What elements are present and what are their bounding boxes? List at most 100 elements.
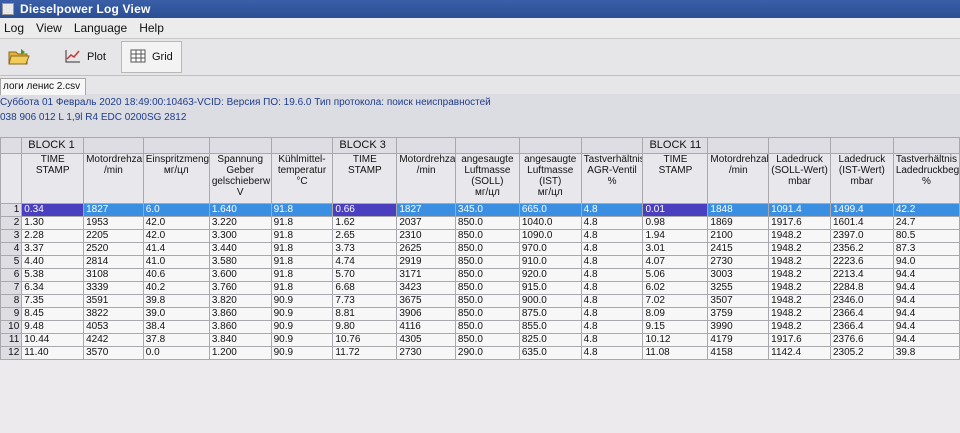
table-cell[interactable]: 4.8 (580, 281, 644, 295)
table-cell[interactable]: 7.35 (21, 294, 85, 308)
table-cell[interactable]: 1827 (83, 203, 144, 217)
tab-file[interactable]: логи ленис 2.csv (0, 78, 86, 95)
table-cell[interactable]: 94.4 (892, 294, 960, 308)
table-cell[interactable]: 6.02 (642, 281, 709, 295)
table-cell[interactable]: 38.4 (142, 320, 210, 334)
table-cell[interactable]: 1948.2 (768, 255, 831, 269)
table-cell[interactable]: 10.76 (332, 333, 398, 347)
table-row[interactable]: 4 3.37 2520 41.4 3.440 91.8 3.73 2625 850.0 970.0… (0, 242, 960, 256)
table-cell[interactable]: 850.0 (454, 294, 520, 308)
table-cell[interactable]: 2213.4 (829, 268, 894, 282)
table-cell[interactable]: 1917.6 (768, 333, 831, 347)
table-cell[interactable]: 90.9 (270, 307, 334, 321)
table-cell[interactable]: 94.4 (892, 333, 960, 347)
table-cell[interactable]: 4158 (707, 346, 770, 360)
table-cell[interactable]: 850.0 (454, 333, 520, 347)
table-cell[interactable]: 24.7 (892, 216, 960, 230)
table-cell[interactable]: 855.0 (518, 320, 582, 334)
table-cell[interactable]: 5.06 (642, 268, 709, 282)
table-cell[interactable]: 91.8 (270, 229, 334, 243)
table-cell[interactable]: 5.70 (332, 268, 398, 282)
table-cell[interactable]: 900.0 (518, 294, 582, 308)
table-cell[interactable]: 1.200 (208, 346, 272, 360)
table-cell[interactable]: 4.8 (580, 346, 644, 360)
table-cell[interactable]: 2037 (396, 216, 456, 230)
table-row[interactable]: 7 6.34 3339 40.2 3.760 91.8 6.68 3423 850.0 915.0… (0, 281, 960, 295)
table-cell[interactable]: 2205 (83, 229, 144, 243)
table-cell[interactable]: 4116 (396, 320, 456, 334)
table-cell[interactable]: 3255 (707, 281, 770, 295)
table-cell[interactable]: 4.74 (332, 255, 398, 269)
table-cell[interactable]: 1848 (707, 203, 770, 217)
table-cell[interactable]: 91.8 (270, 255, 334, 269)
table-row[interactable]: 8 7.35 3591 39.8 3.820 90.9 7.73 3675 850.0 900.0… (0, 294, 960, 308)
menu-help[interactable]: Help (139, 21, 164, 35)
table-cell[interactable]: 94.0 (892, 255, 960, 269)
table-cell[interactable]: 10.44 (21, 333, 85, 347)
table-cell[interactable]: 3759 (707, 307, 770, 321)
table-row[interactable]: 12 11.40 3570 0.0 1.200 90.9 11.72 2730 290.0 635… (0, 346, 960, 360)
table-cell[interactable]: 4.8 (580, 203, 644, 217)
column-header[interactable]: TIME STAMP (21, 153, 85, 204)
table-cell[interactable]: 94.4 (892, 320, 960, 334)
table-cell[interactable]: 9.15 (642, 320, 709, 334)
column-header[interactable]: Tastverhältnis Ladedruckbeg% (892, 153, 960, 204)
table-cell[interactable]: 1.30 (21, 216, 85, 230)
table-cell[interactable]: 1869 (707, 216, 770, 230)
table-cell[interactable]: 9.48 (21, 320, 85, 334)
table-cell[interactable]: 2625 (396, 242, 456, 256)
data-grid[interactable]: BLOCK 1 BLOCK 3 BLOCK 11 TIME STAMP Motordre… (0, 137, 960, 433)
table-cell[interactable]: 37.8 (142, 333, 210, 347)
table-row[interactable]: 3 2.28 2205 42.0 3.300 91.8 2.65 2310 850.0 1090.… (0, 229, 960, 243)
table-cell[interactable]: 80.5 (892, 229, 960, 243)
table-cell[interactable]: 94.4 (892, 281, 960, 295)
table-cell[interactable]: 2356.2 (829, 242, 894, 256)
table-cell[interactable]: 1090.0 (518, 229, 582, 243)
table-cell[interactable]: 2284.8 (829, 281, 894, 295)
table-cell[interactable]: 2.28 (21, 229, 85, 243)
table-cell[interactable]: 1948.2 (768, 307, 831, 321)
table-cell[interactable]: 850.0 (454, 242, 520, 256)
table-cell[interactable]: 3339 (83, 281, 144, 295)
table-cell[interactable]: 850.0 (454, 307, 520, 321)
table-cell[interactable]: 2366.4 (829, 320, 894, 334)
table-cell[interactable]: 5.38 (21, 268, 85, 282)
table-cell[interactable]: 1601.4 (829, 216, 894, 230)
table-cell[interactable]: 4.8 (580, 229, 644, 243)
table-cell[interactable]: 3.01 (642, 242, 709, 256)
table-cell[interactable]: 4.8 (580, 320, 644, 334)
table-cell[interactable]: 2.65 (332, 229, 398, 243)
table-cell[interactable]: 3906 (396, 307, 456, 321)
table-cell[interactable]: 665.0 (518, 203, 582, 217)
table-cell[interactable]: 2814 (83, 255, 144, 269)
table-cell[interactable]: 2415 (707, 242, 770, 256)
table-cell[interactable]: 850.0 (454, 320, 520, 334)
menu-log[interactable]: Log (4, 21, 25, 35)
table-row[interactable]: 2 1.30 1953 42.0 3.220 91.8 1.62 2037 850.0 1040.… (0, 216, 960, 230)
table-cell[interactable]: 91.8 (270, 203, 334, 217)
column-header[interactable]: Einspritzmeng мг/цл (142, 153, 210, 204)
table-cell[interactable]: 3591 (83, 294, 144, 308)
table-cell[interactable]: 3171 (396, 268, 456, 282)
table-cell[interactable]: 4.07 (642, 255, 709, 269)
table-cell[interactable]: 3.440 (208, 242, 272, 256)
table-cell[interactable]: 345.0 (454, 203, 520, 217)
table-cell[interactable]: 11.08 (642, 346, 709, 360)
table-cell[interactable]: 1948.2 (768, 294, 831, 308)
table-cell[interactable]: 1040.0 (518, 216, 582, 230)
menu-view[interactable]: View (36, 21, 62, 35)
table-cell[interactable]: 3.580 (208, 255, 272, 269)
table-cell[interactable]: 7.73 (332, 294, 398, 308)
table-cell[interactable]: 8.09 (642, 307, 709, 321)
table-cell[interactable]: 3.600 (208, 268, 272, 282)
table-cell[interactable]: 3.820 (208, 294, 272, 308)
column-header[interactable]: Kühlmittel-temperatur °C (270, 153, 334, 204)
grid-button[interactable]: Grid (120, 41, 182, 73)
table-cell[interactable]: 91.8 (270, 268, 334, 282)
table-cell[interactable]: 3.37 (21, 242, 85, 256)
table-cell[interactable]: 1917.6 (768, 216, 831, 230)
table-cell[interactable]: 42.0 (142, 229, 210, 243)
table-cell[interactable]: 3507 (707, 294, 770, 308)
open-folder-button[interactable] (0, 41, 38, 73)
table-cell[interactable]: 875.0 (518, 307, 582, 321)
